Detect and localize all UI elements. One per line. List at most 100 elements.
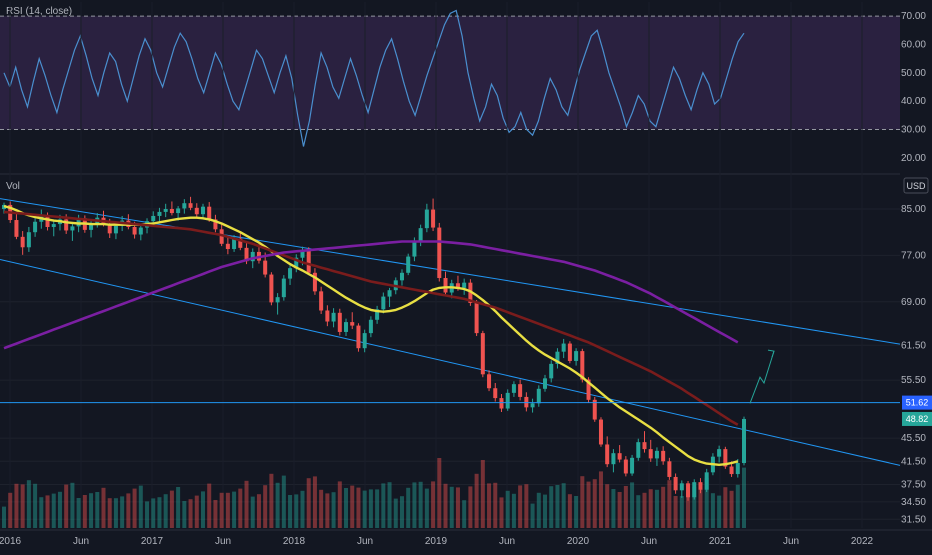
candle-body [437,227,442,279]
volume-bar [256,494,261,528]
candle-body [673,476,678,491]
candle-body [132,226,137,235]
volume-bar [418,481,423,528]
volume-bar [412,482,417,528]
price-tick-label: 55.50 [901,375,926,386]
candle-body [493,388,498,399]
candle-body [300,250,305,258]
candle-body [344,322,349,332]
candle-body [325,310,330,322]
volume-bar [679,496,684,528]
volume-bar [574,496,579,528]
candle-body [698,482,703,490]
rsi-tick-label: 60.00 [901,40,926,51]
volume-bar [549,486,554,528]
candle-body [157,211,162,216]
candle-body [151,215,156,222]
candle-body [20,236,25,248]
volume-label: Vol [6,181,20,192]
candle-body [729,466,734,475]
volume-bar [455,487,460,528]
candle-body [592,399,597,420]
volume-bar [82,495,87,528]
currency-badge-text: USD [906,181,926,191]
price-tick-label: 34.50 [901,497,926,508]
candle-body [630,457,635,474]
volume-bar [499,497,504,528]
volume-bar [300,490,305,528]
volume-bar [182,501,187,528]
rsi-price-axis[interactable]: 70.00 60.00 50.00 40.00 30.00 20.00 [901,11,926,164]
candle-body [412,241,417,257]
candle-body [312,272,317,292]
volume-bar [219,492,224,528]
volume-bar [648,489,653,528]
price-tag-box [902,395,932,410]
volume-bars [1,458,747,528]
time-tick-label: 2021 [709,536,732,547]
volume-bar [33,483,38,528]
volume-bar [505,490,510,528]
rsi-pane[interactable]: RSI (14, close) 70.00 60.00 50.00 40.00 30.0… [0,6,926,164]
candle-body [281,278,286,298]
volume-bar [729,490,734,528]
volume-bar [630,482,635,528]
price-axis[interactable]: 85.00 77.00 69.00 61.50 55.50 45.50 41.50 37.50… [901,204,926,525]
candle-body [549,363,554,379]
volume-bar [45,495,50,528]
price-tick-label: 69.00 [901,297,926,308]
candle-body [431,209,436,228]
candle-body [169,209,174,214]
volume-bar [605,484,610,528]
volume-bar [319,489,324,528]
candle-body [232,238,237,250]
time-axis[interactable]: 2016 Jun 2017 Jun 2018 Jun 2019 Jun 2020 Jun 2021 J… [0,536,874,547]
forecast-arrow[interactable] [749,349,775,404]
currency-badge[interactable]: USD [903,177,929,194]
volume-bar [145,501,150,528]
volume-bar [151,498,156,528]
candle-body [213,219,218,230]
volume-bar [95,492,100,528]
volume-bar [294,494,299,528]
candle-body [462,282,467,288]
volume-bar [51,493,56,528]
candle-body [686,483,691,498]
candle-body [480,333,485,375]
volume-bar [654,489,659,528]
volume-bar [561,483,566,528]
candle-body [70,226,75,231]
candle-body [356,325,361,349]
volume-bar [70,482,75,528]
candle-body [51,224,56,227]
volume-bar [337,481,342,528]
volume-bar [138,485,143,528]
candle-body [238,238,243,248]
rsi-guides [0,15,900,130]
volume-bar [275,482,280,528]
candle-body [406,256,411,273]
volume-bar [661,486,666,528]
volume-bar [543,494,548,528]
candle-body [288,268,293,279]
time-tick-label: 2020 [567,536,590,547]
candle-body [642,442,647,450]
volume-bar [263,485,268,528]
volume-bar [213,500,218,528]
volume-bar [524,484,529,528]
price-pane[interactable]: Vol 85.00 77.00 69.00 61.50 55.50 45.50 41.50 3… [0,2,932,528]
candle-body [138,227,143,235]
candle-body [269,274,274,303]
candle-body [33,221,38,233]
candle-body [443,278,448,293]
volume-bar [232,491,237,528]
volume-bar [493,482,498,528]
volume-bar [598,471,603,528]
volume-bar [487,483,492,528]
time-tick-label: 2019 [425,536,448,547]
volume-bar [399,496,404,528]
volume-bar [269,473,274,528]
volume-bar [344,488,349,528]
